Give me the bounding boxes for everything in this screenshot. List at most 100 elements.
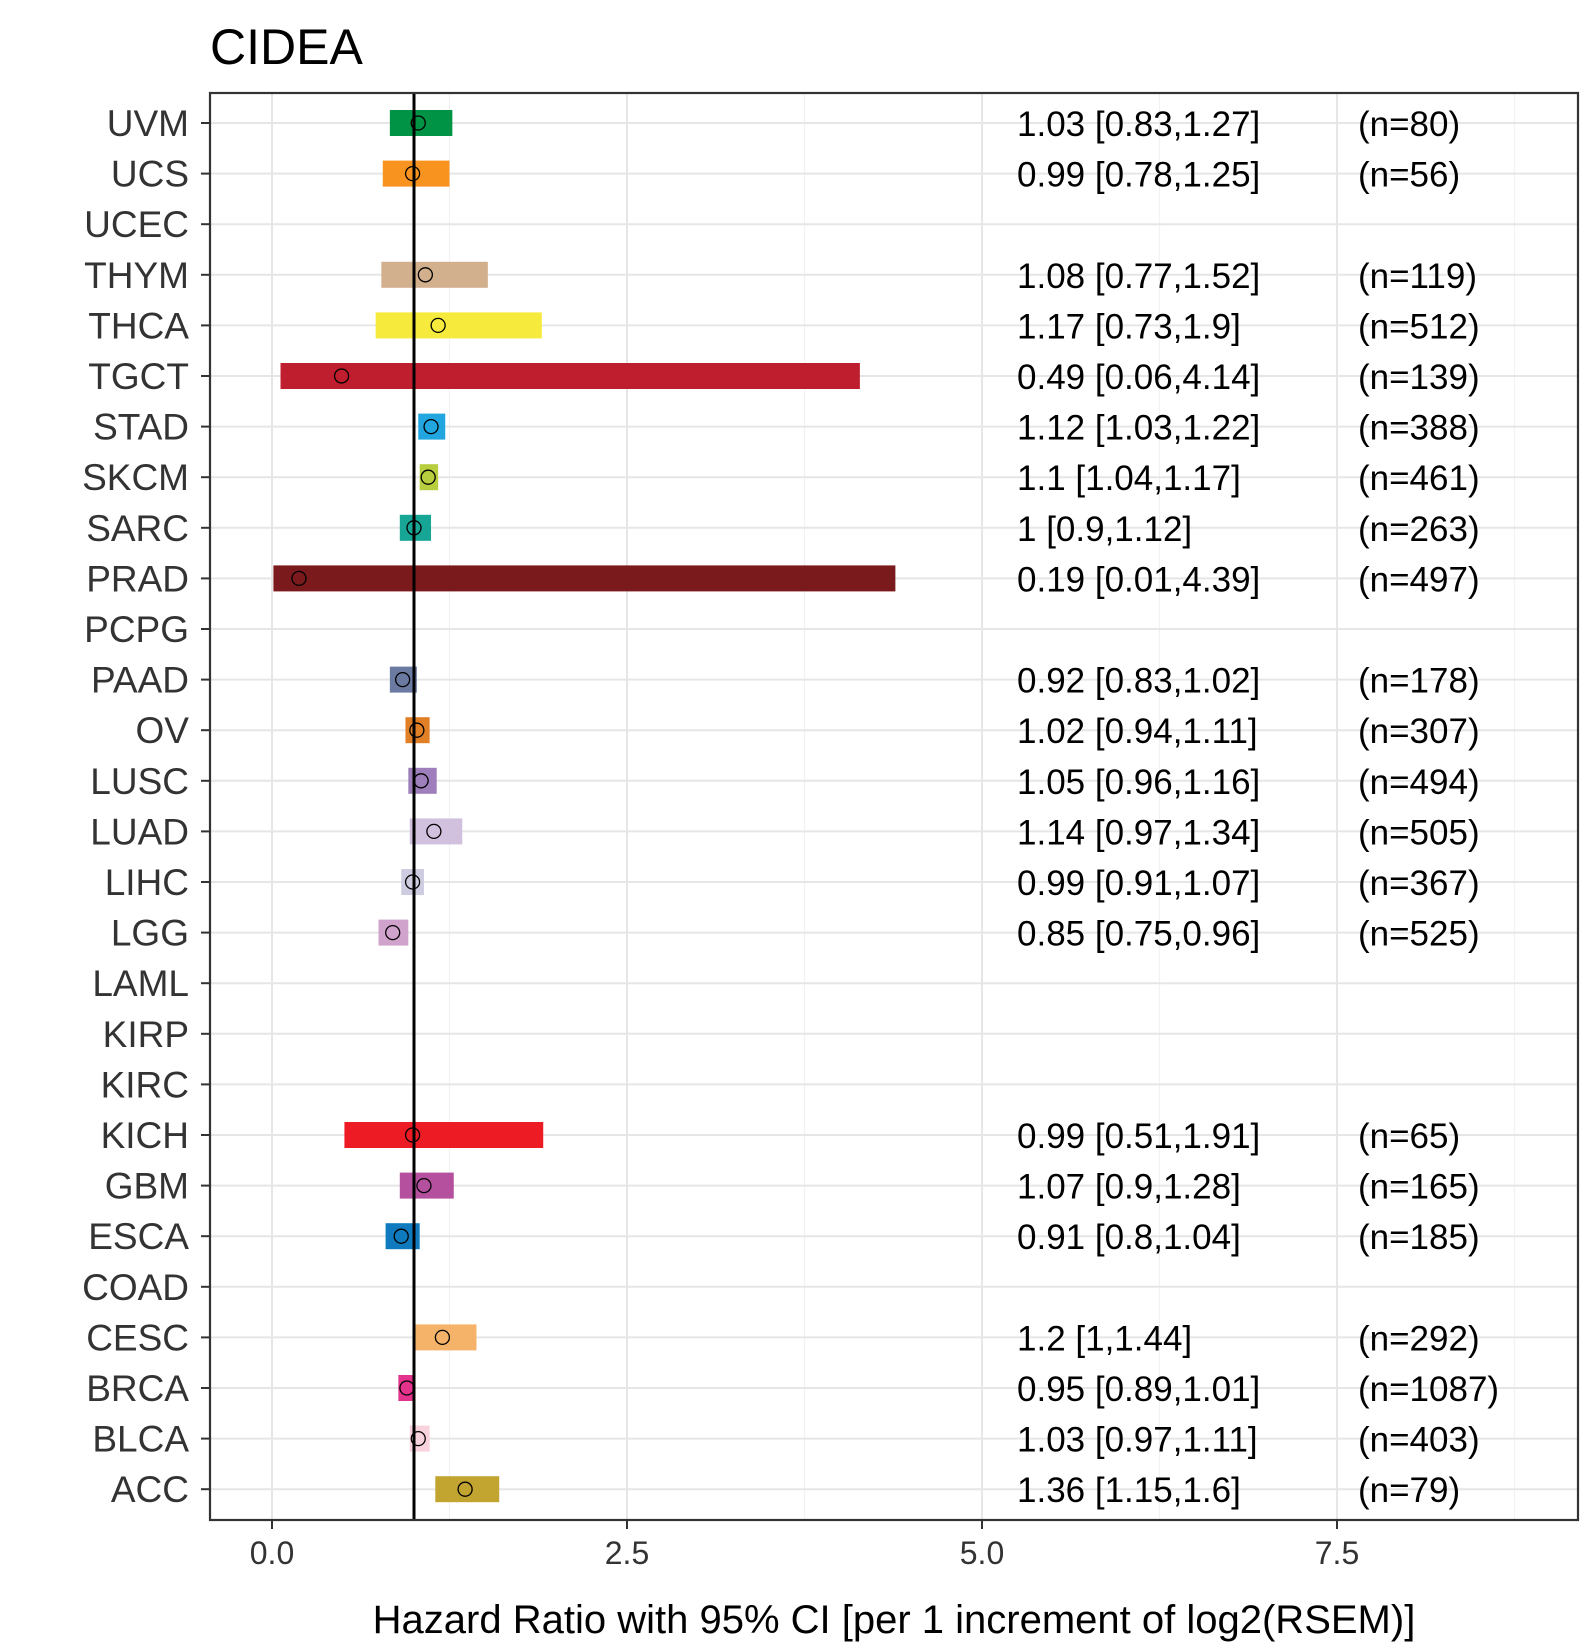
y-tick-label: COAD (82, 1267, 189, 1308)
sample-size-label: (n=65) (1358, 1117, 1460, 1156)
y-tick-label: PRAD (86, 558, 189, 599)
y-tick-label: GBM (105, 1166, 189, 1207)
sample-size-label: (n=525) (1358, 915, 1480, 954)
hr-point-uvm (410, 115, 426, 131)
y-tick-label: KIRP (103, 1014, 189, 1055)
sample-size-label: (n=505) (1358, 813, 1480, 852)
sample-size-label: (n=494) (1358, 763, 1480, 802)
hr-ci-label: 1.1 [1.04,1.17] (1017, 459, 1241, 498)
hr-point-lgg (385, 924, 401, 941)
hr-ci-label: 0.99 [0.78,1.25] (1017, 156, 1260, 195)
hr-ci-label: 1.17 [0.73,1.9] (1017, 307, 1241, 346)
hr-point-paad (394, 671, 411, 688)
y-tick-label: STAD (93, 407, 189, 448)
hr-point-prad (291, 570, 307, 587)
ci-bar-stad (418, 413, 446, 440)
hr-ci-label: 0.92 [0.83,1.02] (1017, 662, 1260, 701)
y-tick-label: LUSC (90, 761, 189, 802)
x-axis: 0.0 2.5 5.0 7.5 (250, 1520, 1359, 1571)
y-tick-label: BLCA (92, 1419, 189, 1460)
ci-bar-thca (375, 312, 542, 339)
hr-ci-label: 0.19 [0.01,4.39] (1017, 560, 1260, 599)
y-tick-label: KIRC (101, 1064, 189, 1105)
ci-bar-gbm (399, 1172, 454, 1199)
x-tick-label: 7.5 (1315, 1535, 1359, 1571)
sample-size-label: (n=497) (1358, 560, 1480, 599)
y-tick-label: UCEC (84, 204, 189, 245)
sample-size-label: (n=119) (1358, 257, 1477, 296)
ci-bar-brca (398, 1375, 416, 1401)
hr-ci-label: 0.91 [0.8,1.04] (1017, 1218, 1241, 1257)
hr-point-ov (409, 722, 425, 738)
ci-bar-ucs (382, 160, 450, 187)
hr-ci-label: 1.03 [0.83,1.27] (1017, 105, 1260, 144)
y-tick-label: UVM (107, 103, 189, 144)
hr-ci-label: 0.85 [0.75,0.96] (1017, 915, 1260, 954)
hr-point-acc (457, 1481, 473, 1497)
hr-point-lihc (404, 874, 421, 890)
hr-ci-label: 1.2 [1,1.44] (1017, 1319, 1192, 1358)
hr-ci-label: 1.12 [1.03,1.22] (1017, 409, 1260, 448)
hr-ci-label: 1 [0.9,1.12] (1017, 510, 1192, 549)
y-tick-label: CESC (86, 1317, 189, 1358)
hr-ci-label: 1.07 [0.9,1.28] (1017, 1168, 1241, 1207)
panel-border (208, 91, 1580, 1522)
x-tick-label: 5.0 (960, 1535, 1004, 1571)
hr-point-thym (417, 267, 434, 283)
ci-bar-acc (435, 1476, 500, 1503)
ci-bar-kich (344, 1122, 544, 1148)
ci-bar-cesc (414, 1324, 477, 1351)
y-tick-label: TGCT (88, 356, 189, 397)
ci-bar-uvm (389, 110, 453, 136)
hr-ci-label: 1.05 [0.96,1.16] (1017, 763, 1260, 802)
x-tick-label: 0.0 (250, 1535, 294, 1571)
y-tick-label: BRCA (86, 1368, 189, 1409)
x-axis-label: Hazard Ratio with 95% CI [per 1 incremen… (373, 1598, 1416, 1642)
hr-point-cesc (434, 1329, 451, 1346)
ci-bar-paad (389, 666, 417, 693)
y-tick-label: SARC (86, 508, 189, 549)
ci-bar-lgg (378, 919, 409, 946)
sample-size-label: (n=388) (1358, 409, 1480, 448)
hr-ci-label: 0.99 [0.91,1.07] (1017, 864, 1260, 903)
hr-point-ucs (404, 165, 421, 182)
sample-size-label: (n=263) (1358, 510, 1480, 549)
y-tick-label: LUAD (90, 811, 189, 852)
x-tick-label: 2.5 (605, 1535, 649, 1571)
chart-title: CIDEA (210, 19, 363, 75)
y-tick-label: UCS (111, 154, 189, 195)
sample-size-label: (n=367) (1358, 864, 1480, 903)
hr-ci-label: 1.36 [1.15,1.6] (1017, 1471, 1241, 1510)
hr-ci-label: 0.49 [0.06,4.14] (1017, 358, 1260, 397)
sample-size-label: (n=165) (1358, 1168, 1480, 1207)
annotations: 1.03 [0.83,1.27] (n=80) 0.99 [0.78,1.25] (n… (1017, 105, 1499, 1510)
sample-size-label: (n=307) (1358, 712, 1480, 751)
y-tick-label: OV (136, 710, 190, 751)
hr-point-gbm (416, 1177, 432, 1194)
sample-size-label: (n=1087) (1358, 1370, 1499, 1409)
hr-point-luad (426, 823, 442, 840)
ci-bar-thym (381, 261, 488, 288)
hr-ci-label: 1.08 [0.77,1.52] (1017, 257, 1260, 296)
hr-point-sarc (406, 520, 422, 536)
hr-point-blca (410, 1430, 426, 1447)
sample-size-label: (n=185) (1358, 1218, 1480, 1257)
hr-point-kich (404, 1127, 421, 1143)
ci-bar-tgct (280, 363, 860, 389)
y-tick-label: ACC (111, 1469, 189, 1510)
hr-point-lusc (413, 773, 429, 789)
ci-bar-ov (405, 717, 430, 744)
hr-ci-label: 1.14 [0.97,1.34] (1017, 813, 1260, 852)
hr-point-thca (430, 317, 446, 334)
y-tick-label: KICH (101, 1115, 189, 1156)
hr-point-stad (423, 418, 439, 435)
y-tick-label: LGG (111, 913, 189, 954)
sample-size-label: (n=292) (1358, 1319, 1480, 1358)
hr-ci-label: 1.02 [0.94,1.11] (1017, 712, 1258, 751)
sample-size-label: (n=512) (1358, 307, 1480, 346)
y-tick-label: SKCM (82, 457, 189, 498)
sample-size-label: (n=139) (1358, 358, 1480, 397)
sample-size-label: (n=178) (1358, 662, 1480, 701)
